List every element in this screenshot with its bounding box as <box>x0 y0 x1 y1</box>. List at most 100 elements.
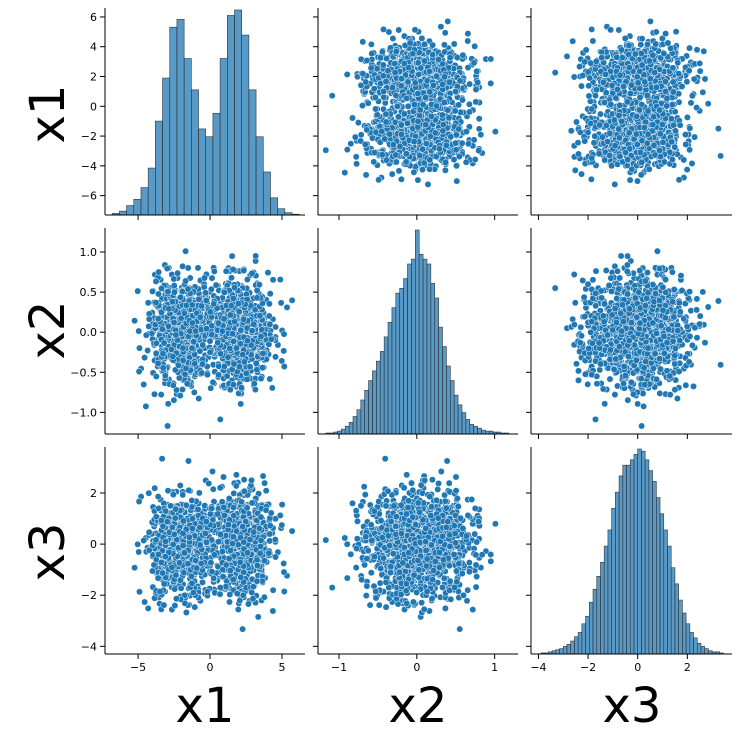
histogram-bar <box>457 404 463 434</box>
scatter-point <box>158 325 166 333</box>
scatter-point <box>152 373 160 380</box>
histogram-bar <box>453 394 459 434</box>
scatter-point <box>563 52 571 60</box>
scatter-point <box>364 99 372 107</box>
scatter-point <box>200 283 208 291</box>
scatter-point <box>439 127 447 135</box>
scatter-point <box>176 392 184 400</box>
histogram-bar <box>473 425 478 434</box>
scatter-point <box>637 41 645 49</box>
scatter-point <box>620 83 628 90</box>
scatter-point <box>579 277 587 284</box>
scatter-point <box>419 101 427 109</box>
scatter-point <box>392 92 400 99</box>
scatter-point <box>615 125 623 133</box>
scatter-point <box>567 127 575 135</box>
scatter-point <box>165 322 173 330</box>
scatter-point <box>602 267 610 274</box>
scatter-point <box>391 69 399 76</box>
scatter-point <box>450 156 458 164</box>
scatter-point <box>371 93 379 101</box>
scatter-point <box>257 332 265 340</box>
scatter-point <box>588 25 596 33</box>
scatter-point <box>206 348 214 356</box>
histogram-bar <box>212 112 221 215</box>
scatter-point <box>582 46 590 54</box>
scatter-point <box>414 59 422 67</box>
scatter-point <box>574 139 582 147</box>
scatter-point <box>170 275 178 283</box>
histogram-bar <box>442 346 447 434</box>
histogram-bar <box>364 389 369 434</box>
scatter-point <box>179 344 187 352</box>
scatter-point <box>419 145 427 153</box>
scatter-point <box>475 115 483 123</box>
scatter-point <box>680 156 688 164</box>
scatter-point <box>584 380 592 388</box>
scatter-point <box>250 380 258 388</box>
scatter-point <box>470 136 478 144</box>
scatter-point <box>190 388 198 396</box>
scatter-point <box>585 82 593 90</box>
scatter-point <box>699 88 707 96</box>
scatter-point <box>682 140 690 148</box>
scatter-point <box>152 277 160 285</box>
histogram-bar <box>155 120 163 215</box>
scatter-point <box>584 68 592 76</box>
scatter-point <box>687 307 695 315</box>
scatter-point <box>257 375 265 383</box>
scatter-point <box>372 105 380 113</box>
scatter-point <box>444 106 452 114</box>
scatter-point <box>438 111 446 119</box>
scatter-point <box>196 347 204 355</box>
scatter-point <box>421 57 429 65</box>
scatter-point <box>398 75 405 83</box>
scatter-point <box>409 50 417 58</box>
scatter-point <box>198 302 206 310</box>
scatter-point <box>606 129 614 137</box>
scatter-point <box>415 70 423 78</box>
scatter-point <box>174 361 182 369</box>
scatter-point <box>265 300 273 308</box>
panel-marks <box>322 17 499 188</box>
scatter-point <box>373 111 381 119</box>
scatter-point <box>328 92 336 100</box>
scatter-point <box>159 350 167 358</box>
scatter-point <box>426 165 434 173</box>
scatter-point <box>669 64 677 72</box>
scatter-point <box>632 130 640 138</box>
scatter-point <box>422 140 430 148</box>
scatter-point <box>487 79 495 87</box>
scatter-point <box>169 381 177 389</box>
scatter-point <box>592 57 600 65</box>
scatter-point <box>436 145 443 153</box>
histogram-bar <box>255 136 264 215</box>
scatter-point <box>459 96 466 104</box>
scatter-point <box>383 55 391 62</box>
scatter-point <box>142 402 150 410</box>
scatter-point <box>237 326 245 334</box>
scatter-point <box>230 337 237 345</box>
histogram-bar <box>481 429 486 434</box>
scatter-point <box>440 99 448 106</box>
scatter-point <box>233 344 240 352</box>
histogram-bar <box>411 258 416 434</box>
scatter-point <box>633 141 641 148</box>
scatter-point <box>238 384 245 392</box>
panel-marks <box>551 17 725 188</box>
scatter-point <box>207 384 215 392</box>
scatter-point <box>144 347 152 354</box>
scatter-point <box>688 160 696 167</box>
scatter-point <box>243 375 251 383</box>
scatter-point <box>208 331 216 339</box>
scatter-point <box>487 55 495 63</box>
scatter-point <box>164 288 172 296</box>
scatter-point <box>209 378 217 386</box>
histogram-bar <box>348 422 354 434</box>
scatter-point <box>607 26 615 34</box>
panel-x2-vs-x2 <box>313 228 518 439</box>
scatter-point <box>220 362 228 370</box>
scatter-point <box>670 121 678 129</box>
scatter-point <box>375 176 383 184</box>
scatter-point <box>660 158 668 166</box>
